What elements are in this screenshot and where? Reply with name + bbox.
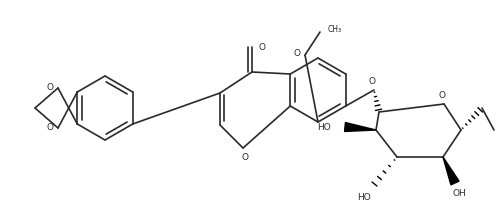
Text: CH₃: CH₃ xyxy=(328,26,342,34)
Text: O: O xyxy=(293,49,300,58)
Text: O: O xyxy=(259,43,266,52)
Text: HO: HO xyxy=(317,123,331,131)
Polygon shape xyxy=(345,123,376,131)
Text: O: O xyxy=(369,78,376,86)
Text: HO: HO xyxy=(357,192,371,202)
Text: O: O xyxy=(46,84,53,93)
Text: O: O xyxy=(439,91,446,101)
Text: OH: OH xyxy=(452,189,466,198)
Text: O: O xyxy=(241,153,248,162)
Text: O: O xyxy=(46,123,53,133)
Polygon shape xyxy=(443,157,459,185)
